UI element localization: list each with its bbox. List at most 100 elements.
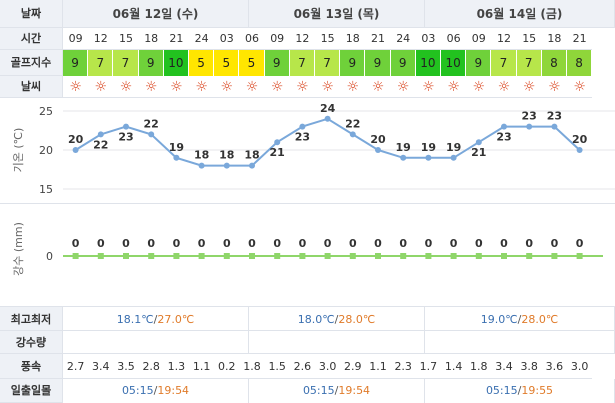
minmax-cell: 19.0℃/28.0℃ <box>425 306 615 331</box>
wind-cell: 3.4 <box>88 354 114 379</box>
temperature-point <box>299 123 306 130</box>
golf-index-cell: 9 <box>466 50 492 76</box>
rain-point <box>324 253 331 259</box>
y-tick-label: 20 <box>39 144 53 157</box>
separator: / <box>517 384 522 397</box>
sunrise-cell: 05:15/19:54 <box>63 379 249 403</box>
golf-index-cell: 7 <box>289 50 315 76</box>
rain-data-label: 0 <box>551 237 559 250</box>
minmax-cell: 18.1℃/27.0℃ <box>63 306 249 331</box>
golf-index-cell: 9 <box>264 50 290 76</box>
wind-cell: 3.8 <box>516 354 542 379</box>
wind-cell: 2.7 <box>63 354 89 379</box>
rain-data-label: 0 <box>475 237 483 250</box>
sun-icon: ☼ <box>189 76 215 98</box>
rain-data-label: 0 <box>576 237 584 250</box>
max-temp: 28.0℃ <box>338 313 376 326</box>
wind-cell: 3.6 <box>541 354 567 379</box>
sun-icon: ☼ <box>365 76 391 98</box>
rain-point <box>97 253 104 259</box>
rain-point <box>148 253 155 259</box>
rain-point <box>349 253 356 259</box>
hour-cell: 09 <box>264 28 290 50</box>
golf-index-cell: 8 <box>541 50 567 76</box>
hour-cell: 12 <box>491 28 517 50</box>
rain-data-label: 0 <box>525 237 533 250</box>
temperature-point <box>123 123 129 130</box>
wind-cell: 1.8 <box>466 354 492 379</box>
temperature-data-label: 19 <box>169 141 184 154</box>
temperature-data-label: 20 <box>370 133 386 146</box>
sun-icon: ☼ <box>138 76 164 98</box>
rain-chart: 0 강수 (mm) 0 0 0 0 0 0 0 0 0 0 0 0 0 0 0 0 0 0 0 0 0 <box>12 222 603 276</box>
temperature-data-label: 20 <box>68 133 84 146</box>
rain-point <box>123 253 129 259</box>
sunset-time: 19:54 <box>338 384 371 397</box>
wind-cell: 2.8 <box>138 354 164 379</box>
temperature-data-label: 23 <box>496 131 511 144</box>
hour-cell: 21 <box>365 28 391 50</box>
sun-icon: ☼ <box>516 76 542 98</box>
hour-cell: 06 <box>441 28 467 50</box>
temperature-data-label: 22 <box>144 117 159 130</box>
rain-point <box>173 253 180 259</box>
hour-cell: 21 <box>567 28 593 50</box>
temperature-data-label: 21 <box>270 146 285 159</box>
sunrise-cell: 05:15/19:54 <box>249 379 425 403</box>
wind-label: 풍속 <box>0 354 63 379</box>
temperature-point <box>173 154 180 161</box>
y-tick-label: 0 <box>46 250 53 263</box>
golf-index-cell: 8 <box>567 50 593 76</box>
hour-cell: 15 <box>113 28 139 50</box>
temperature-point <box>576 147 583 153</box>
hour-cell: 18 <box>340 28 366 50</box>
temperature-data-label: 18 <box>194 149 209 162</box>
wind-cell: 2.3 <box>390 354 416 379</box>
temperature-point <box>324 115 331 122</box>
temperature-point <box>349 131 356 138</box>
hour-cell: 12 <box>289 28 315 50</box>
rain-point <box>475 253 482 259</box>
golf-index-cell: 10 <box>415 50 441 76</box>
golf-index-cell: 5 <box>189 50 215 76</box>
separator: / <box>334 384 339 397</box>
sun-icon: ☼ <box>441 76 467 98</box>
sunrise-time: 05:15 <box>485 384 518 397</box>
rain-amount-cell <box>425 331 615 354</box>
wind-cell: 1.5 <box>264 354 290 379</box>
hour-cell: 12 <box>88 28 114 50</box>
min-temp: 19.0℃ <box>480 313 518 326</box>
rain-point <box>450 253 457 259</box>
minmax-cell: 18.0℃/28.0℃ <box>249 306 425 331</box>
temperature-data-label: 21 <box>471 146 486 159</box>
wind-cell: 1.1 <box>365 354 391 379</box>
golf-index-cell: 9 <box>63 50 89 76</box>
sun-icon: ☼ <box>491 76 517 98</box>
sun-icon: ☼ <box>88 76 114 98</box>
golf-index-cell: 7 <box>516 50 542 76</box>
rain-data-label: 0 <box>147 237 155 250</box>
rain-data-label: 0 <box>198 237 206 250</box>
temperature-data-label: 23 <box>522 110 537 123</box>
golf-index-cell: 7 <box>88 50 114 76</box>
rain-point <box>274 253 281 259</box>
sun-icon: ☼ <box>541 76 567 98</box>
temperature-data-label: 22 <box>93 138 108 151</box>
rain-data-label: 0 <box>450 237 458 250</box>
temperature-point <box>450 154 457 161</box>
temperature-data-label: 19 <box>421 141 436 154</box>
rain-point <box>400 253 407 259</box>
temperature-point <box>375 147 381 153</box>
separator: / <box>153 384 158 397</box>
max-temp: 28.0℃ <box>521 313 559 326</box>
golf-index-cell: 5 <box>239 50 265 76</box>
rain-data-label: 0 <box>97 237 105 250</box>
sun-icon: ☼ <box>289 76 315 98</box>
hour-cell: 18 <box>541 28 567 50</box>
rain-data-label: 0 <box>349 237 357 250</box>
rain-amount-label: 강수량 <box>0 331 63 354</box>
date-header-2: 06월 13일 (목) <box>249 0 425 28</box>
temperature-chart: 15 20 25 기온 (℃) 20 22 23 22 19 18 18 18 21 23 24 22 20 19… <box>12 102 615 196</box>
sun-icon: ☼ <box>63 76 89 98</box>
